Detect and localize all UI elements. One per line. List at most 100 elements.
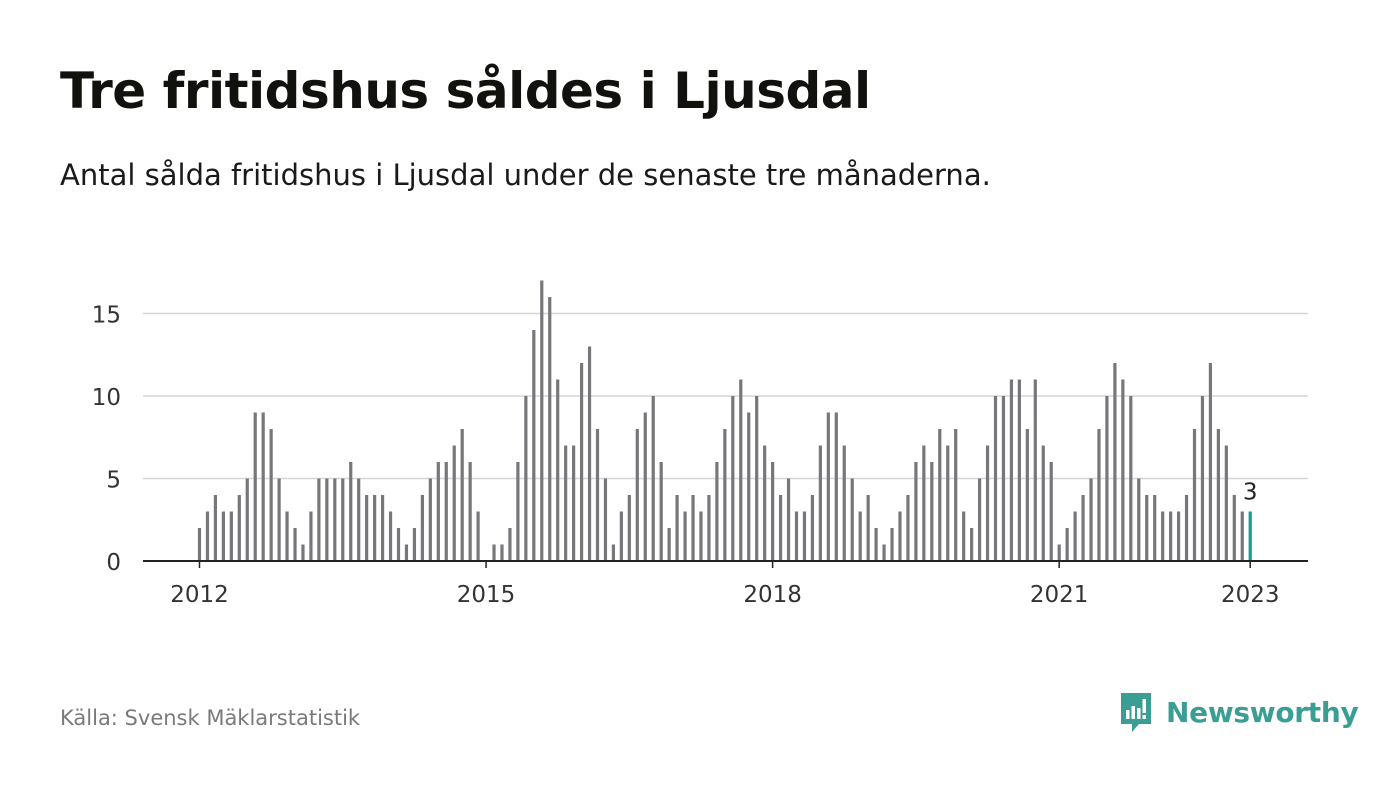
bar — [213, 495, 218, 561]
bar — [962, 511, 966, 561]
bar — [970, 528, 974, 561]
bar — [747, 412, 751, 561]
bar — [460, 429, 464, 561]
bar — [739, 379, 743, 561]
bar — [1161, 511, 1165, 561]
bar — [245, 478, 249, 561]
bar — [253, 412, 257, 561]
bar — [611, 544, 616, 561]
bar — [229, 511, 233, 561]
bar — [985, 445, 990, 561]
bar — [619, 511, 623, 561]
bar — [412, 528, 417, 561]
bar — [850, 478, 854, 561]
bar — [810, 495, 815, 561]
bar — [1192, 429, 1197, 561]
bar — [444, 462, 448, 561]
bar — [301, 544, 305, 561]
x-tick-label: 2015 — [457, 582, 516, 608]
bar — [205, 511, 210, 561]
bar — [731, 396, 735, 561]
bar — [1232, 495, 1236, 561]
bar — [197, 528, 202, 561]
bar — [428, 478, 432, 561]
bar — [404, 544, 409, 561]
bar — [1009, 379, 1014, 561]
bar — [269, 429, 273, 561]
bar — [516, 462, 520, 561]
y-tick-label: 5 — [106, 468, 121, 494]
bar — [1041, 445, 1045, 561]
x-tick-label: 2012 — [170, 582, 229, 608]
bar — [237, 495, 241, 561]
chart-title: Tre fritidshus såldes i Ljusdal — [60, 62, 871, 120]
bar — [1025, 429, 1029, 561]
bar — [436, 462, 440, 561]
bar — [643, 412, 647, 561]
bar — [380, 495, 385, 561]
bar — [349, 462, 353, 561]
bar — [954, 429, 958, 561]
bar — [325, 478, 329, 561]
bar — [492, 544, 496, 561]
bar — [818, 445, 822, 561]
bar — [675, 495, 679, 561]
bar — [579, 363, 584, 561]
bar — [508, 528, 512, 561]
bar — [651, 396, 655, 561]
bar — [778, 495, 783, 561]
bar — [1176, 511, 1181, 561]
newsworthy-brand[interactable]: Newsworthy — [1118, 690, 1359, 734]
bar — [365, 495, 369, 561]
y-tick-label: 15 — [92, 303, 121, 329]
bar — [1017, 379, 1021, 561]
bar — [603, 478, 608, 561]
bar — [317, 478, 321, 561]
bar — [771, 462, 775, 561]
bar — [786, 478, 791, 561]
bar — [802, 511, 807, 561]
bar — [373, 495, 377, 561]
bar — [1001, 396, 1006, 561]
bar — [659, 462, 663, 561]
bar — [914, 462, 918, 561]
bar — [874, 528, 878, 561]
bar — [667, 528, 671, 561]
x-tick-label: 2018 — [743, 582, 802, 608]
bar — [341, 478, 345, 561]
bar — [707, 495, 711, 561]
bar — [635, 429, 639, 561]
bar — [572, 445, 576, 561]
bar — [532, 330, 536, 561]
bar — [564, 445, 568, 561]
bar — [285, 511, 289, 561]
chart-subtitle: Antal sålda fritidshus i Ljusdal under d… — [60, 158, 991, 192]
bar — [842, 445, 846, 561]
bar — [826, 412, 830, 561]
bar — [946, 445, 950, 561]
bar — [420, 495, 424, 561]
bar — [1065, 528, 1069, 561]
bar — [500, 544, 504, 561]
bar — [922, 445, 926, 561]
bar — [388, 511, 393, 561]
bar — [1169, 511, 1173, 561]
newsworthy-logo-icon — [1121, 693, 1151, 732]
bar — [309, 511, 313, 561]
bar — [627, 495, 631, 561]
bar — [595, 429, 600, 561]
bar — [396, 528, 401, 561]
bar — [898, 511, 902, 561]
bar — [1216, 429, 1220, 561]
bar — [977, 478, 982, 561]
bar — [1049, 462, 1053, 561]
bar — [1200, 396, 1205, 561]
brand-name: Newsworthy — [1166, 695, 1359, 729]
bar — [1057, 544, 1061, 561]
bar — [540, 280, 544, 561]
bar-latest — [1248, 511, 1252, 561]
bar — [1129, 396, 1133, 561]
bar — [1121, 379, 1125, 561]
y-tick-label: 0 — [106, 550, 121, 576]
